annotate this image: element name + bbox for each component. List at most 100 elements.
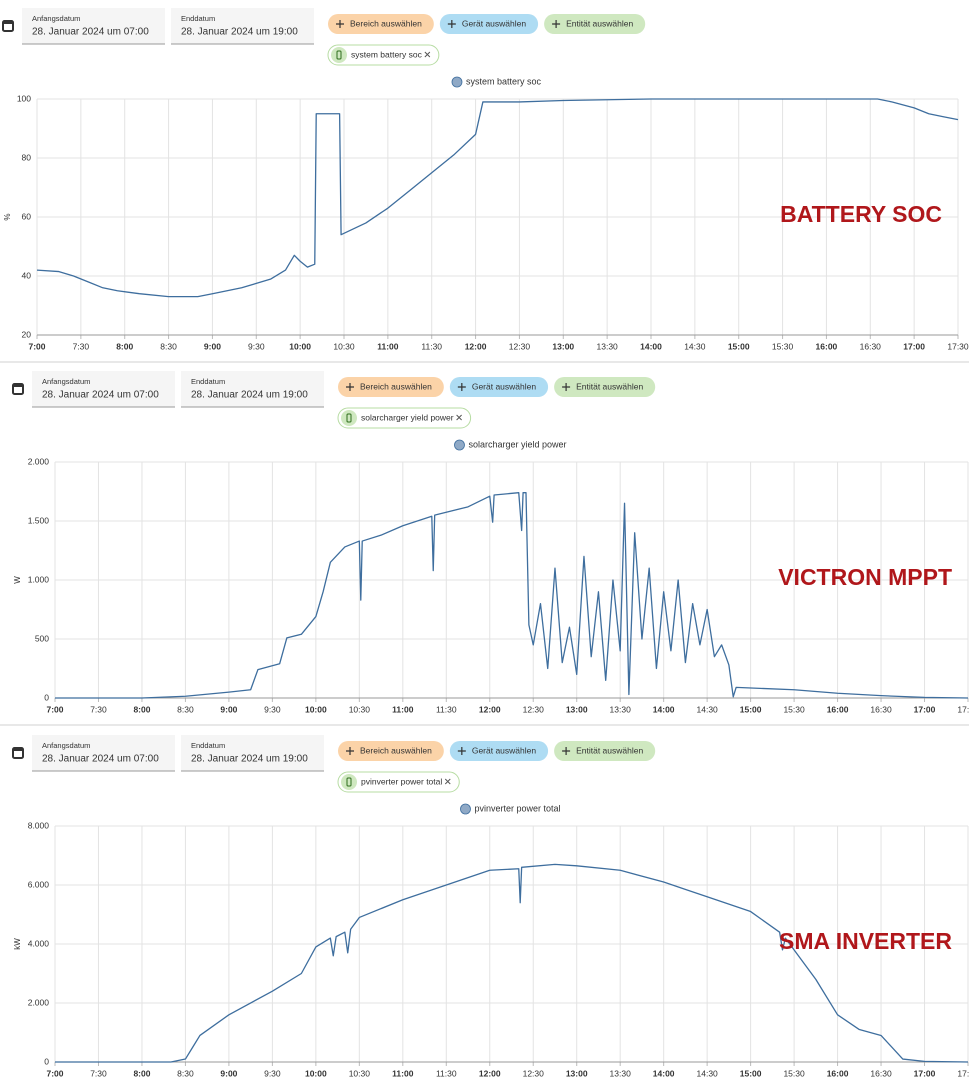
entity-chip-icon <box>341 410 357 426</box>
legend-item[interactable]: solarcharger yield power <box>454 439 567 451</box>
chip-label: Gerät auswählen <box>472 381 537 391</box>
x-tick-label: 16:30 <box>860 341 882 351</box>
entity-chip-icon <box>331 47 347 63</box>
legend-item[interactable]: pvinverter power total <box>460 803 561 815</box>
chip[interactable] <box>439 14 539 34</box>
entity-chip-remove[interactable] <box>444 778 451 785</box>
x-tick-label: 8:30 <box>177 1068 194 1078</box>
x-tick-label: 10:30 <box>333 341 355 351</box>
entity-chip-outline[interactable] <box>327 44 440 66</box>
chip-plus-icon <box>552 20 561 28</box>
target-chip[interactable]: Bereich auswählen <box>338 377 444 397</box>
x-tick-label: 9:00 <box>220 1068 237 1078</box>
data-line <box>36 98 959 298</box>
x-tick-label: 13:30 <box>610 1068 632 1078</box>
target-chip[interactable]: Gerät auswählen <box>439 14 539 34</box>
calendar-icon-bar <box>3 21 13 24</box>
x-tick-label: 14:30 <box>697 1068 719 1078</box>
legend-swatch <box>460 803 471 815</box>
chip-plus-icon <box>346 383 354 391</box>
x-tick-label: 9:30 <box>248 341 265 351</box>
x-tick-label: 14:30 <box>697 704 719 714</box>
panel-background <box>0 727 969 1080</box>
x-tick-label: 15:00 <box>740 1068 762 1078</box>
x-tick-label: 16:00 <box>827 1068 849 1078</box>
y-tick-label: 40 <box>22 270 32 280</box>
target-chip[interactable]: Bereich auswählen <box>338 741 444 761</box>
x-tick-label: 9:00 <box>204 341 221 351</box>
x-tick-label: 7:30 <box>90 1068 107 1078</box>
x-tick-label: 7:00 <box>28 341 45 351</box>
date-field[interactable] <box>181 735 324 771</box>
date-field[interactable] <box>171 8 314 44</box>
chip[interactable] <box>449 741 549 761</box>
date-field[interactable] <box>32 735 175 771</box>
x-tick-label: 14:00 <box>653 1068 675 1078</box>
y-tick-label: 500 <box>35 633 49 643</box>
x-tick-label: 11:00 <box>392 1068 414 1078</box>
legend-item[interactable]: system battery soc <box>451 76 542 88</box>
x-tick-label: 8:00 <box>116 341 133 351</box>
entity-chip-remove[interactable] <box>456 414 462 421</box>
panel-background <box>0 0 969 363</box>
legend-swatch <box>454 439 465 451</box>
data-line <box>55 492 969 699</box>
entity-chip[interactable]: system battery soc <box>327 44 440 66</box>
entity-chip[interactable]: solarcharger yield power <box>337 407 472 429</box>
entity-icon-glyph <box>346 777 352 787</box>
x-tick-label: 14:00 <box>640 341 662 351</box>
x-tick-label: 10:30 <box>349 704 371 714</box>
target-chip[interactable]: Entität auswählen <box>554 741 656 761</box>
x-tick-label: 7:00 <box>46 1068 63 1078</box>
chip-plus-icon <box>562 383 571 391</box>
date-field[interactable] <box>32 371 175 407</box>
date-field[interactable] <box>22 8 165 44</box>
y-axis-title: W <box>13 576 22 584</box>
x-tick-label: 9:30 <box>264 704 281 714</box>
chip[interactable] <box>328 14 434 34</box>
entity-chip-outline[interactable] <box>337 771 460 793</box>
target-chip[interactable]: Gerät auswählen <box>449 377 549 397</box>
history-panel: Anfangsdatum 28. Januar 2024 um 07:00 Endd… <box>0 363 969 726</box>
target-chip[interactable]: Bereich auswählen <box>328 14 434 34</box>
y-axis-title: kW <box>13 938 22 950</box>
x-tick-label: 8:00 <box>133 704 150 714</box>
history-panel: Anfangsdatum 28. Januar 2024 um 07:00 Endd… <box>0 727 969 1080</box>
x-tick-label: 12:00 <box>479 1068 501 1078</box>
chip-label: Entität auswählen <box>566 18 633 28</box>
y-tick-label: 100 <box>17 93 31 103</box>
x-tick-label: 13:00 <box>566 704 588 714</box>
x-tick-label: 15:30 <box>772 341 794 351</box>
x-tick-label: 11:30 <box>436 1068 457 1078</box>
legend-label: system battery soc <box>466 76 542 86</box>
date-field-value: 28. Januar 2024 um 07:00 <box>42 754 159 765</box>
panel-background <box>0 363 969 726</box>
x-tick-label: 12:30 <box>523 704 545 714</box>
x-tick-label: 17:30 <box>957 1068 969 1078</box>
date-field[interactable] <box>181 371 324 407</box>
y-tick-label: 0 <box>44 692 49 702</box>
target-chip[interactable]: Gerät auswählen <box>449 741 549 761</box>
chip[interactable] <box>338 741 444 761</box>
target-chip[interactable]: Entität auswählen <box>554 377 656 397</box>
x-tick-label: 11:00 <box>377 341 399 351</box>
chip-plus-icon <box>336 20 344 28</box>
y-tick-label: 8.000 <box>28 820 50 830</box>
chip[interactable] <box>338 377 444 397</box>
x-tick-label: 12:30 <box>509 341 531 351</box>
entity-chip[interactable]: pvinverter power total <box>337 771 460 793</box>
x-tick-label: 13:30 <box>610 704 632 714</box>
x-tick-label: 16:30 <box>870 1068 892 1078</box>
chip-plus-icon <box>562 747 571 755</box>
entity-chip-label: pvinverter power total <box>361 776 442 786</box>
chip[interactable] <box>544 14 646 34</box>
entity-chip-outline[interactable] <box>337 407 472 429</box>
chip[interactable] <box>554 377 656 397</box>
target-chip[interactable]: Entität auswählen <box>544 14 646 34</box>
entity-chip-remove[interactable] <box>424 51 431 58</box>
chip[interactable] <box>554 741 656 761</box>
x-tick-label: 8:30 <box>160 341 177 351</box>
chip[interactable] <box>449 377 549 397</box>
y-axis-title: % <box>3 213 12 220</box>
chip-label: Bereich auswählen <box>350 18 422 28</box>
